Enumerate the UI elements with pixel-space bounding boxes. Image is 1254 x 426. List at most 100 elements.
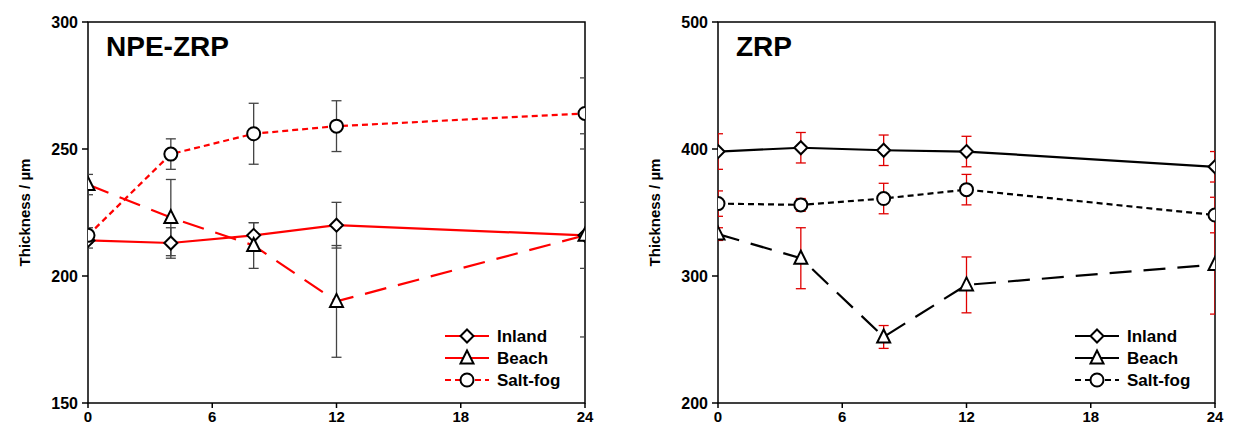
error-cap (879, 348, 889, 349)
error-cap (166, 169, 176, 170)
chart-title: NPE-ZRP (106, 31, 229, 62)
x-tick-label: 6 (838, 408, 846, 425)
error-cap (88, 194, 93, 195)
error-cap (332, 245, 342, 246)
data-point (718, 197, 725, 210)
error-cap (580, 202, 585, 203)
error-cap (580, 148, 585, 149)
error-cap (879, 325, 889, 326)
data-point (1209, 209, 1216, 222)
data-point (330, 120, 343, 133)
error-cap (249, 103, 259, 104)
data-point (88, 229, 95, 242)
legend-label: Beach (1127, 349, 1178, 368)
data-point (794, 198, 807, 211)
y-tick (712, 148, 718, 150)
y-tick (712, 402, 718, 404)
error-cap (88, 247, 93, 248)
y-tick-label: 200 (681, 395, 708, 412)
x-tick-label: 24 (1207, 408, 1224, 425)
x-tick-label: 12 (328, 408, 345, 425)
data-group (718, 132, 1215, 348)
chart-canvas: 15020025030006121824Thickness / µmNPE-ZR… (0, 0, 1254, 426)
data-point (247, 127, 260, 140)
data-point (579, 229, 586, 242)
y-tick (82, 275, 88, 277)
chart-0: 15020025030006121824Thickness / µmNPE-ZR… (16, 14, 594, 425)
data-point (877, 329, 890, 342)
y-tick-label: 300 (681, 268, 708, 285)
data-point (960, 277, 973, 290)
data-point (247, 238, 260, 251)
data-point (579, 228, 586, 241)
error-cap (249, 268, 259, 269)
error-cap (718, 133, 723, 134)
data-point (794, 141, 807, 154)
x-tick-label: 6 (208, 408, 216, 425)
y-tick-label: 200 (51, 268, 78, 285)
error-cap (166, 258, 176, 259)
x-tick-label: 18 (452, 408, 469, 425)
legend-marker (1091, 351, 1104, 364)
legend: Inland Beach Salt-fog (1075, 327, 1190, 390)
error-cap (718, 216, 723, 217)
error-cap (580, 336, 585, 337)
data-point (877, 144, 890, 157)
x-tick-label: 0 (714, 408, 722, 425)
y-tick-label: 250 (51, 141, 78, 158)
error-cap (796, 162, 806, 163)
error-cap (718, 169, 723, 170)
legend: Inland Beach Salt-fog (445, 327, 560, 390)
error-cap (962, 256, 972, 257)
y-tick (712, 275, 718, 277)
error-cap (249, 222, 259, 223)
error-cap (1210, 197, 1215, 198)
error-cap (962, 174, 972, 175)
data-point (88, 177, 95, 190)
legend-label: Inland (497, 327, 547, 346)
y-tick (82, 148, 88, 150)
error-cap (332, 151, 342, 152)
legend-marker (461, 330, 474, 343)
error-cap (88, 174, 93, 175)
error-cap (332, 357, 342, 358)
data-point (579, 107, 586, 120)
chart-1: 20030040050006121824Thickness / µmZRPInl… (646, 14, 1224, 425)
legend-label: Salt-fog (1127, 371, 1190, 390)
error-cap (1210, 232, 1215, 233)
error-cap (796, 288, 806, 289)
legend-marker (461, 351, 474, 364)
legend-marker (1091, 330, 1104, 343)
legend-label: Salt-fog (497, 371, 560, 390)
data-point (960, 183, 973, 196)
x-tick-label: 24 (577, 408, 594, 425)
error-cap (1210, 151, 1215, 152)
error-cap (796, 227, 806, 228)
y-axis-label: Thickness / µm (646, 159, 663, 267)
chart-title: ZRP (736, 31, 792, 62)
y-tick-label: 300 (51, 14, 78, 31)
plot-frame (88, 22, 585, 403)
legend-label: Inland (1127, 327, 1177, 346)
error-cap (962, 312, 972, 313)
error-cap (879, 183, 889, 184)
error-cap (332, 100, 342, 101)
y-tick (82, 402, 88, 404)
data-point (718, 145, 725, 158)
data-point (164, 148, 177, 161)
data-group (88, 78, 585, 357)
data-point (330, 294, 343, 307)
error-cap (249, 164, 259, 165)
plot-frame (718, 22, 1215, 403)
series-line (718, 234, 1215, 337)
legend-marker (1091, 374, 1104, 387)
data-point (164, 236, 177, 249)
y-tick (712, 21, 718, 23)
data-point (1209, 257, 1216, 270)
legend-marker (461, 374, 474, 387)
data-point (330, 219, 343, 232)
legend-label: Beach (497, 349, 548, 368)
x-tick-label: 18 (1082, 408, 1099, 425)
data-point (794, 251, 807, 264)
error-cap (166, 138, 176, 139)
